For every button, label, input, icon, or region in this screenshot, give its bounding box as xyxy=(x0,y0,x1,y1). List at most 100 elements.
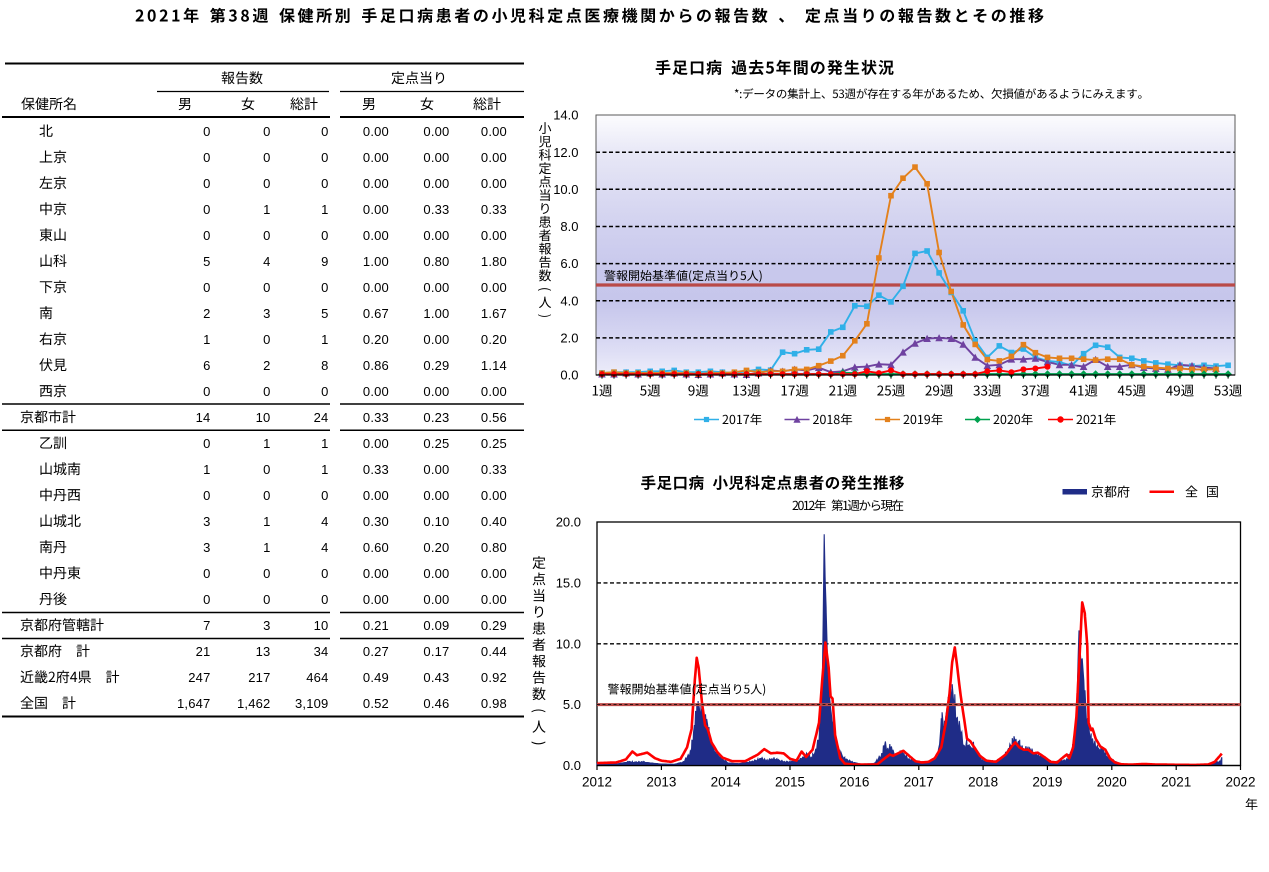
svg-text:0: 0 xyxy=(321,228,328,243)
svg-text:0: 0 xyxy=(203,150,210,165)
svg-text:0.00: 0.00 xyxy=(363,280,389,295)
svg-text:0.00: 0.00 xyxy=(363,436,389,451)
svg-text:0: 0 xyxy=(321,488,328,503)
svg-text:0: 0 xyxy=(321,124,328,139)
svg-text:0.00: 0.00 xyxy=(423,566,449,581)
svg-text:2017: 2017 xyxy=(904,775,934,790)
svg-text:247: 247 xyxy=(188,670,210,685)
svg-text:0.00: 0.00 xyxy=(423,384,449,399)
svg-text:13: 13 xyxy=(256,644,271,659)
svg-text:2012: 2012 xyxy=(582,775,612,790)
svg-text:0: 0 xyxy=(203,384,210,399)
svg-text:9: 9 xyxy=(321,254,328,269)
svg-text:1: 1 xyxy=(263,202,270,217)
svg-text:0.23: 0.23 xyxy=(423,410,449,425)
svg-text:0.10: 0.10 xyxy=(423,514,449,529)
svg-text:0.21: 0.21 xyxy=(363,618,389,633)
svg-text:0.33: 0.33 xyxy=(363,410,389,425)
svg-text:0: 0 xyxy=(321,150,328,165)
svg-text:1: 1 xyxy=(263,436,270,451)
svg-text:1: 1 xyxy=(321,462,328,477)
svg-text:0.00: 0.00 xyxy=(423,462,449,477)
svg-text:0.25: 0.25 xyxy=(423,436,449,451)
svg-text:0.27: 0.27 xyxy=(363,644,389,659)
svg-text:0.00: 0.00 xyxy=(363,176,389,191)
svg-text:8.0: 8.0 xyxy=(560,219,578,234)
svg-text:6: 6 xyxy=(203,358,210,373)
svg-text:1: 1 xyxy=(263,540,270,555)
svg-text:2014: 2014 xyxy=(711,775,742,790)
svg-text:0.46: 0.46 xyxy=(423,696,449,711)
svg-text:20.0: 20.0 xyxy=(556,515,581,530)
svg-text:0.00: 0.00 xyxy=(363,124,389,139)
svg-text:1,647: 1,647 xyxy=(177,696,211,711)
svg-text:4: 4 xyxy=(321,540,328,555)
svg-text:0.33: 0.33 xyxy=(481,462,507,477)
svg-text:1.67: 1.67 xyxy=(481,306,507,321)
svg-text:0: 0 xyxy=(263,280,270,295)
svg-text:0.00: 0.00 xyxy=(363,384,389,399)
svg-text:3: 3 xyxy=(263,618,270,633)
svg-text:2022: 2022 xyxy=(1225,775,1255,790)
svg-text:0.00: 0.00 xyxy=(481,280,507,295)
svg-text:1.80: 1.80 xyxy=(481,254,507,269)
svg-text:0: 0 xyxy=(321,566,328,581)
svg-text:14: 14 xyxy=(196,410,211,425)
svg-text:0.86: 0.86 xyxy=(363,358,389,373)
svg-text:0.29: 0.29 xyxy=(481,618,507,633)
svg-text:0.98: 0.98 xyxy=(481,696,507,711)
svg-text:0.33: 0.33 xyxy=(423,202,449,217)
svg-text:0.09: 0.09 xyxy=(423,618,449,633)
svg-text:0.40: 0.40 xyxy=(481,514,507,529)
svg-text:5: 5 xyxy=(321,306,328,321)
svg-text:15.0: 15.0 xyxy=(556,576,581,591)
svg-text:2013: 2013 xyxy=(646,775,676,790)
svg-text:0: 0 xyxy=(203,436,210,451)
svg-text:0.00: 0.00 xyxy=(363,592,389,607)
svg-text:4: 4 xyxy=(263,254,270,269)
svg-text:0.92: 0.92 xyxy=(481,670,507,685)
svg-text:21: 21 xyxy=(196,644,211,659)
svg-text:0.00: 0.00 xyxy=(363,566,389,581)
svg-text:0.00: 0.00 xyxy=(481,150,507,165)
svg-text:0.00: 0.00 xyxy=(481,592,507,607)
svg-text:3: 3 xyxy=(263,306,270,321)
svg-text:2: 2 xyxy=(263,358,270,373)
svg-text:10: 10 xyxy=(314,618,329,633)
svg-text:0.17: 0.17 xyxy=(423,644,449,659)
svg-text:0: 0 xyxy=(263,566,270,581)
svg-text:0: 0 xyxy=(263,150,270,165)
svg-text:12.0: 12.0 xyxy=(553,145,578,160)
svg-text:0: 0 xyxy=(203,124,210,139)
svg-text:10.0: 10.0 xyxy=(553,182,578,197)
svg-text:0.56: 0.56 xyxy=(481,410,507,425)
svg-text:7: 7 xyxy=(203,618,210,633)
svg-text:0: 0 xyxy=(263,124,270,139)
svg-text:0: 0 xyxy=(203,592,210,607)
svg-text:0.00: 0.00 xyxy=(423,332,449,347)
svg-text:2.0: 2.0 xyxy=(560,331,578,346)
svg-text:1.00: 1.00 xyxy=(423,306,449,321)
svg-text:0.67: 0.67 xyxy=(363,306,389,321)
svg-text:217: 217 xyxy=(248,670,270,685)
svg-text:2: 2 xyxy=(203,306,210,321)
svg-text:0.49: 0.49 xyxy=(363,670,389,685)
svg-text:5: 5 xyxy=(203,254,210,269)
svg-text:24: 24 xyxy=(314,410,329,425)
svg-text:0: 0 xyxy=(263,592,270,607)
svg-text:0.00: 0.00 xyxy=(481,124,507,139)
svg-text:3,109: 3,109 xyxy=(295,696,329,711)
svg-text:0.20: 0.20 xyxy=(481,332,507,347)
svg-text:0: 0 xyxy=(321,280,328,295)
svg-text:0.00: 0.00 xyxy=(423,592,449,607)
svg-text:0.52: 0.52 xyxy=(363,696,389,711)
svg-text:3: 3 xyxy=(203,540,210,555)
svg-text:1.14: 1.14 xyxy=(481,358,507,373)
svg-text:0.00: 0.00 xyxy=(423,228,449,243)
svg-text:0.44: 0.44 xyxy=(481,644,507,659)
svg-text:0.0: 0.0 xyxy=(563,758,581,773)
svg-text:0: 0 xyxy=(321,176,328,191)
svg-text:0.00: 0.00 xyxy=(481,384,507,399)
svg-text:0.00: 0.00 xyxy=(423,488,449,503)
svg-text:0: 0 xyxy=(203,280,210,295)
